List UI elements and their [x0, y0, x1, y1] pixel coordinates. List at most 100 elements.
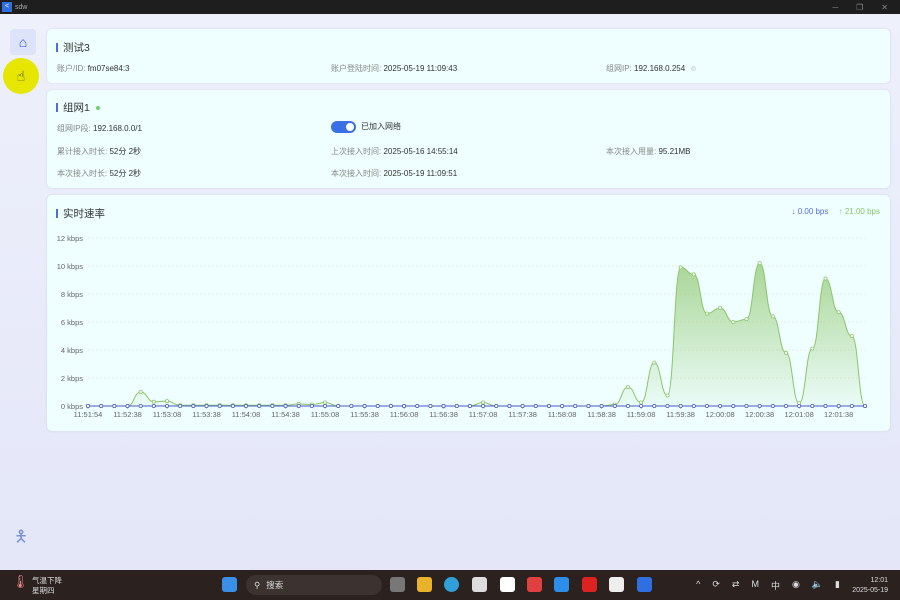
download-speed: ↓ 0.00 bps — [791, 207, 829, 216]
data-point — [678, 265, 683, 270]
y-tick-label: 2 kbps — [61, 374, 83, 383]
ime-icon[interactable]: 中 — [770, 581, 780, 591]
data-point — [691, 403, 696, 408]
data-point — [244, 403, 249, 408]
data-point — [770, 314, 775, 319]
data-point — [823, 276, 828, 281]
tray-transfer-icon[interactable]: ⇄ — [731, 579, 740, 589]
y-tick-label: 12 kbps — [57, 234, 84, 243]
last-value: 2025-05-16 14:55:14 — [383, 147, 458, 156]
data-point — [810, 403, 815, 408]
data-point — [546, 403, 551, 408]
sidebar: ⌂ ☝ 🯅 — [0, 14, 46, 570]
app-red-icon[interactable] — [527, 577, 542, 592]
data-point — [402, 403, 407, 408]
sdw-app-icon[interactable] — [637, 577, 652, 592]
account-title: 测试3 — [56, 40, 90, 55]
tray-chevron-icon[interactable]: ^ — [696, 579, 701, 589]
join-network-toggle[interactable] — [331, 121, 356, 133]
data-point — [625, 403, 630, 408]
data-point — [520, 403, 525, 408]
edge-icon[interactable] — [444, 577, 459, 592]
cur-time-value: 2025-05-19 11:09:51 — [383, 169, 458, 178]
data-point — [230, 403, 235, 408]
speed-title: 实时速率 — [56, 206, 105, 221]
store-icon[interactable] — [472, 577, 487, 592]
system-tray: ^ ⟳ ⇄ M 中 ◉ 🔈 ▮ — [696, 579, 840, 592]
start-icon[interactable] — [222, 577, 237, 592]
maximize-button[interactable]: ❐ — [856, 2, 864, 12]
usage-value: 95.21MB — [658, 147, 691, 156]
id-value: fm07se84:3 — [87, 64, 130, 73]
data-point — [718, 305, 723, 310]
data-point — [415, 403, 420, 408]
data-point — [586, 403, 591, 408]
copy-icon[interactable]: © — [691, 67, 696, 73]
x-tick-label: 11:54:38 — [271, 410, 300, 419]
weather-text: 气温下降 — [32, 576, 62, 585]
x-tick-label: 11:55:38 — [350, 410, 379, 419]
cur-time-label: 本次接入时间: — [331, 169, 382, 178]
data-point — [836, 403, 841, 408]
data-point — [770, 403, 775, 408]
minimize-button[interactable]: ─ — [832, 2, 839, 12]
data-point — [783, 403, 788, 408]
data-point — [323, 400, 328, 405]
ip-label: 组网IP: — [606, 64, 632, 73]
data-point — [165, 399, 170, 404]
x-tick-label: 11:54:08 — [232, 410, 261, 419]
clock[interactable]: 12:01 2025-05-19 — [852, 576, 888, 596]
volume-icon[interactable]: 🔈 — [811, 579, 824, 589]
window-title: sdw — [15, 3, 28, 11]
app-h-icon[interactable] — [500, 577, 515, 592]
tray-app-icon[interactable]: M — [751, 579, 759, 589]
data-point — [388, 403, 393, 408]
data-point — [757, 261, 762, 266]
x-tick-label: 11:56:38 — [429, 410, 458, 419]
data-point — [375, 403, 380, 408]
data-point — [704, 403, 709, 408]
x-tick-label: 11:57:38 — [508, 410, 537, 419]
x-tick-label: 11:51:54 — [74, 410, 103, 419]
task-view-icon[interactable] — [390, 577, 405, 592]
taskbar-search[interactable]: ⚲ 搜索 — [246, 575, 382, 595]
home-icon[interactable]: ⌂ — [10, 29, 36, 55]
cur-dur-label: 本次接入时长: — [57, 169, 108, 178]
data-point — [204, 403, 209, 408]
x-tick-label: 11:58:38 — [587, 410, 616, 419]
data-point — [665, 403, 670, 408]
data-point — [99, 403, 104, 408]
x-tick-label: 11:57:08 — [469, 410, 498, 419]
data-point — [481, 400, 486, 405]
app-z-icon[interactable] — [609, 577, 624, 592]
data-point — [283, 403, 288, 408]
clock-time: 12:01 — [870, 577, 888, 584]
clock-date: 2025-05-19 — [852, 587, 888, 594]
x-tick-label: 11:53:08 — [153, 410, 182, 419]
weather-widget[interactable]: 气温下降 星期四 — [32, 576, 62, 596]
person-icon[interactable]: 🯅 — [14, 529, 29, 546]
wifi-icon[interactable]: ◉ — [791, 579, 800, 589]
battery-icon[interactable]: ▮ — [835, 579, 840, 589]
data-point — [757, 403, 762, 408]
data-point — [863, 403, 868, 408]
data-point — [349, 403, 354, 408]
file-explorer-icon[interactable] — [417, 577, 432, 592]
x-tick-label: 12:01:38 — [824, 410, 853, 419]
wps-icon[interactable] — [582, 577, 597, 592]
data-point — [494, 403, 499, 408]
data-point — [704, 311, 709, 316]
cloud-icon[interactable] — [554, 577, 569, 592]
network-title: 组网1 — [63, 102, 90, 114]
close-button[interactable]: ✕ — [881, 2, 888, 12]
x-tick-label: 11:52:38 — [113, 410, 142, 419]
data-point — [138, 403, 143, 408]
tray-sync-icon[interactable]: ⟳ — [712, 579, 720, 589]
data-point — [428, 403, 433, 408]
x-tick-label: 11:59:38 — [666, 410, 695, 419]
title-bar: < sdw ─ ❐ ✕ — [0, 0, 900, 14]
data-point — [217, 403, 222, 408]
data-point — [744, 317, 749, 322]
data-point — [151, 403, 156, 408]
login-value: 2025-05-19 11:09:43 — [383, 64, 458, 73]
